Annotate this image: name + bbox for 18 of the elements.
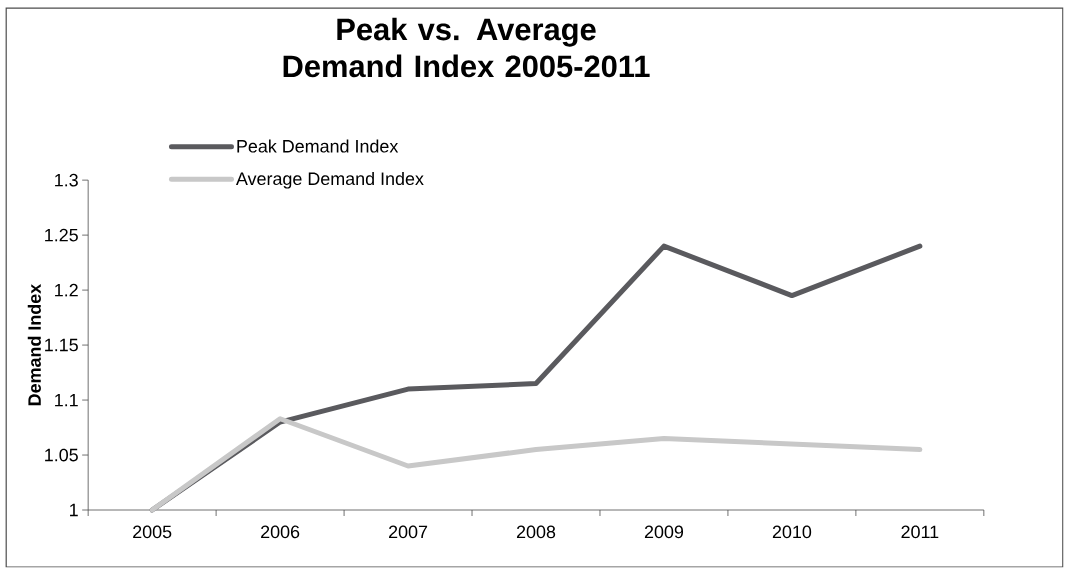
y-tick-label: 1.15 <box>45 339 78 352</box>
x-tick-label: 2005 <box>133 525 172 539</box>
y-tick-label: 1.3 <box>55 173 78 187</box>
x-tick-label: 2010 <box>772 525 812 539</box>
y-tick-label: 1 <box>70 504 78 517</box>
chart-title: Peak vs. Average Demand Index 2005-2011 <box>283 17 650 78</box>
y-axis-title: Demand Index <box>27 284 41 406</box>
y-tick-label: 1.05 <box>45 448 78 462</box>
y-tick-label: 1.25 <box>45 228 78 242</box>
x-tick-label: 2011 <box>901 525 939 539</box>
y-tick-label: 1.2 <box>55 284 78 297</box>
x-tick-label: 2008 <box>516 525 556 539</box>
legend-label: Average Demand Index <box>235 172 424 189</box>
x-tick-label: 2006 <box>261 525 300 539</box>
legend-label: Peak Demand Index <box>237 139 399 153</box>
x-tick-label: 2009 <box>644 525 684 539</box>
y-tick-label: 1.1 <box>55 394 78 407</box>
x-tick-label: 2007 <box>389 525 428 539</box>
